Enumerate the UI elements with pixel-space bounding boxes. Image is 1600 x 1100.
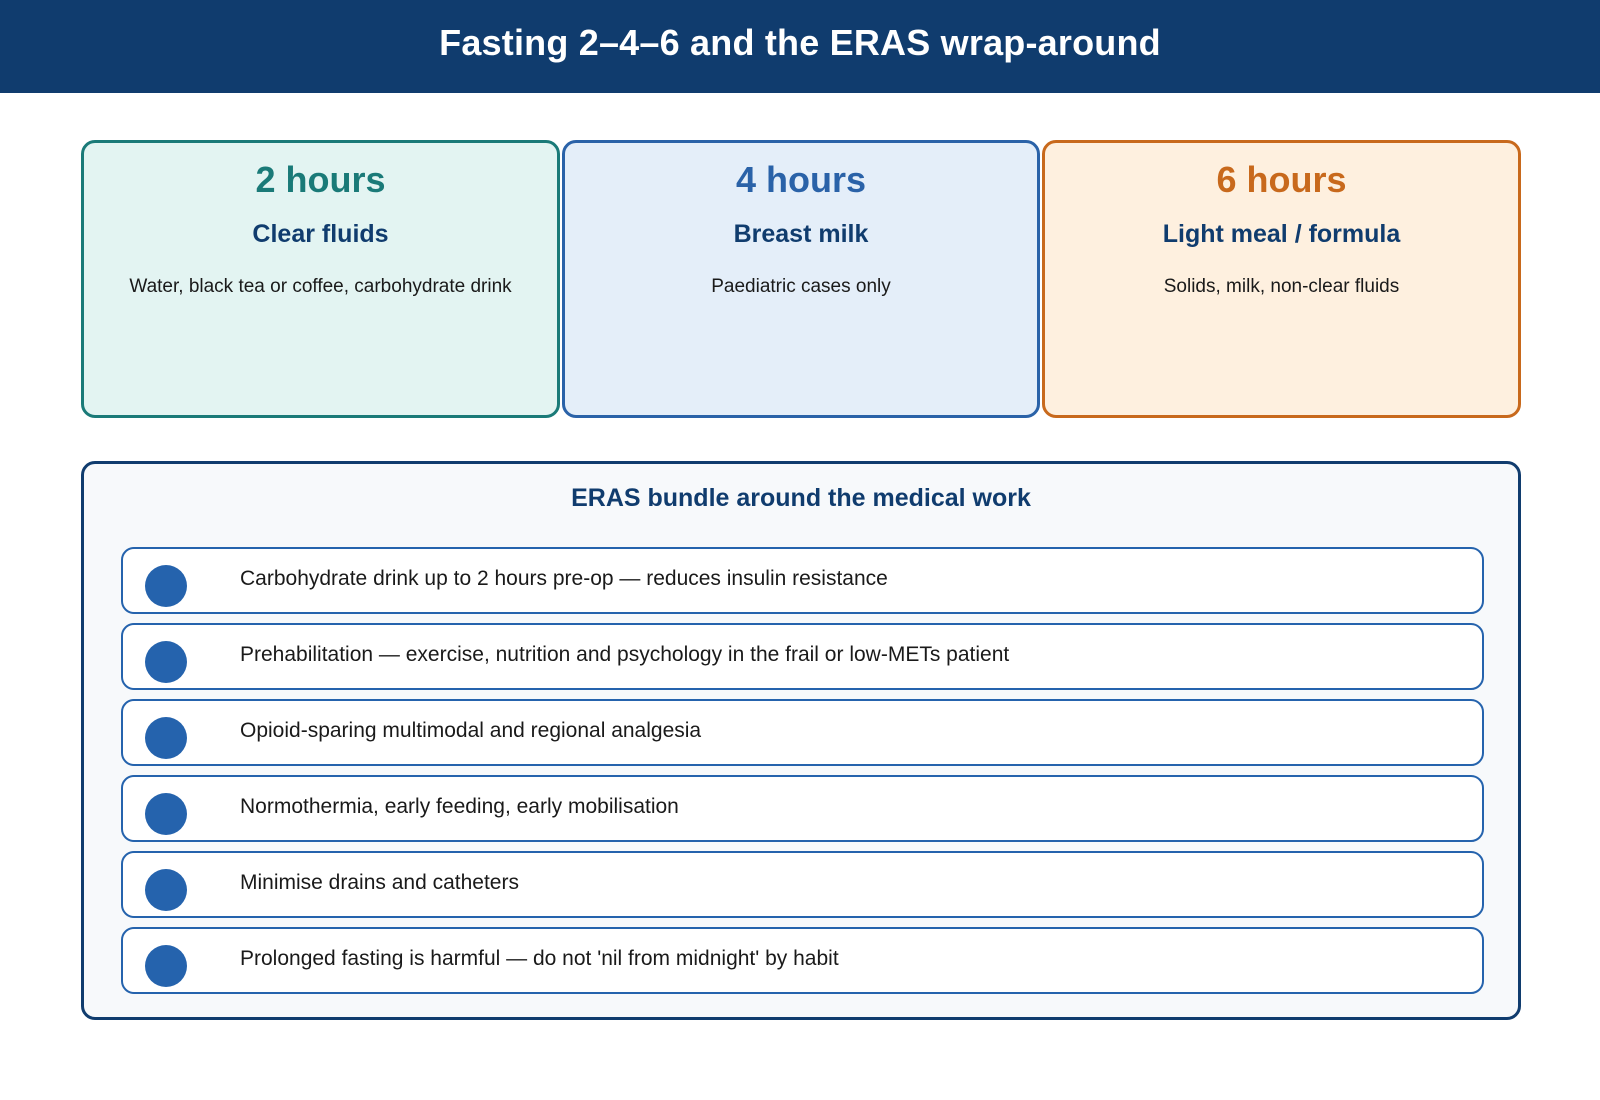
card-title: Clear fluids: [252, 220, 389, 248]
bundle-list: Carbohydrate drink up to 2 hours pre-op …: [121, 547, 1484, 1003]
bundle-item-text: Carbohydrate drink up to 2 hours pre-op …: [240, 567, 888, 590]
card-description: Paediatric cases only: [711, 276, 891, 297]
bundle-item-text: Opioid-sparing multimodal and regional a…: [240, 719, 702, 742]
fasting-card-4-hours: 4 hours Breast milk Paediatric cases onl…: [562, 140, 1040, 418]
bullet-dot-icon: [145, 869, 187, 911]
card-description: Solids, milk, non-clear fluids: [1163, 276, 1400, 297]
bundle-item-text: Prolonged fasting is harmful — do not 'n…: [240, 947, 839, 970]
bundle-item: Prolonged fasting is harmful — do not 'n…: [121, 927, 1484, 994]
bundle-item: Minimise drains and catheters: [121, 851, 1484, 918]
bundle-item-text: Minimise drains and catheters: [240, 871, 519, 894]
bullet-dot-icon: [145, 565, 187, 607]
bundle-item: Opioid-sparing multimodal and regional a…: [121, 699, 1484, 766]
bundle-item: Prehabilitation — exercise, nutrition an…: [121, 623, 1484, 690]
bullet-dot-icon: [145, 793, 187, 835]
fasting-cards: 2 hours Clear fluids Water, black tea or…: [81, 140, 1521, 420]
card-hours: 6 hours: [1216, 159, 1347, 200]
bullet-dot-icon: [145, 717, 187, 759]
bundle-item-text: Prehabilitation — exercise, nutrition an…: [240, 643, 1010, 666]
page-title: Fasting 2–4–6 and the ERAS wrap-around: [439, 21, 1161, 63]
card-title: Light meal / formula: [1162, 220, 1401, 248]
bundle-item: Normothermia, early feeding, early mobil…: [121, 775, 1484, 842]
card-description: Water, black tea or coffee, carbohydrate…: [129, 276, 512, 297]
fasting-card-2-hours: 2 hours Clear fluids Water, black tea or…: [81, 140, 560, 418]
eras-bundle-panel: ERAS bundle around the medical work Carb…: [81, 461, 1521, 1020]
bundle-item-text: Normothermia, early feeding, early mobil…: [240, 795, 679, 818]
bundle-title: ERAS bundle around the medical work: [571, 484, 1031, 512]
bullet-dot-icon: [145, 641, 187, 683]
card-title: Breast milk: [733, 220, 869, 248]
card-hours: 2 hours: [255, 159, 386, 200]
bullet-dot-icon: [145, 945, 187, 987]
bundle-item: Carbohydrate drink up to 2 hours pre-op …: [121, 547, 1484, 614]
fasting-card-6-hours: 6 hours Light meal / formula Solids, mil…: [1042, 140, 1521, 418]
header-banner: Fasting 2–4–6 and the ERAS wrap-around: [0, 0, 1600, 93]
card-hours: 4 hours: [735, 159, 867, 200]
